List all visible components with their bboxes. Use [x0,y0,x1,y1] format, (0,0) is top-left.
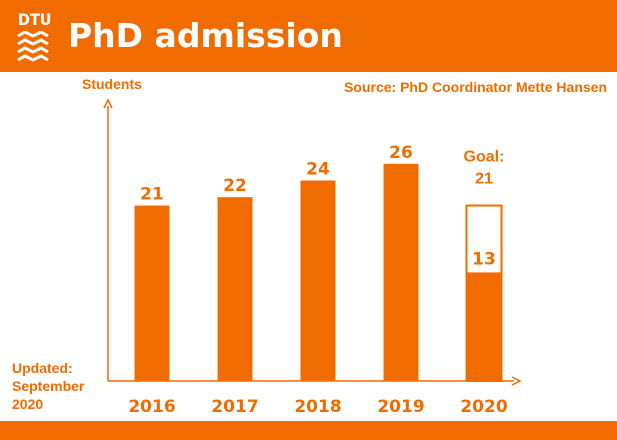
y-axis-label: Students [82,76,142,92]
x-tick-label: 2017 [211,397,258,417]
x-tick-label: 2019 [377,397,424,417]
bar [466,272,502,381]
footer-bar [0,421,617,440]
goal-label: Goal: [464,149,505,166]
goal-value-label: 21 [475,171,493,188]
bar [217,197,253,381]
bar-value-label: 21 [140,185,164,205]
page-title: PhD admission [68,16,343,55]
bar [383,163,419,381]
header-bar: DTU PhD admission [0,0,617,72]
y-axis-arrow-icon [103,98,113,109]
updated-note: Updated: September 2020 [12,360,85,412]
bar-value-label: 13 [472,249,496,269]
x-tick-label: 2016 [128,397,175,417]
dtu-logo: DTU [18,10,52,29]
bar-value-label: 24 [306,159,330,179]
x-tick-label: 2018 [294,397,341,417]
bar [134,205,170,381]
x-axis-arrow-icon [511,376,522,386]
bar [300,180,336,381]
bar-value-label: 22 [223,176,247,196]
dtu-logo-waves-icon [17,31,49,62]
bar-chart: Students 21 2016 22 2017 24 2018 26 2019 13 Goal:… [82,76,522,417]
bar-value-label: 26 [389,143,413,163]
source-note: Source: PhD Coordinator Mette Hansen [344,79,607,95]
x-tick-label: 2020 [460,397,507,417]
